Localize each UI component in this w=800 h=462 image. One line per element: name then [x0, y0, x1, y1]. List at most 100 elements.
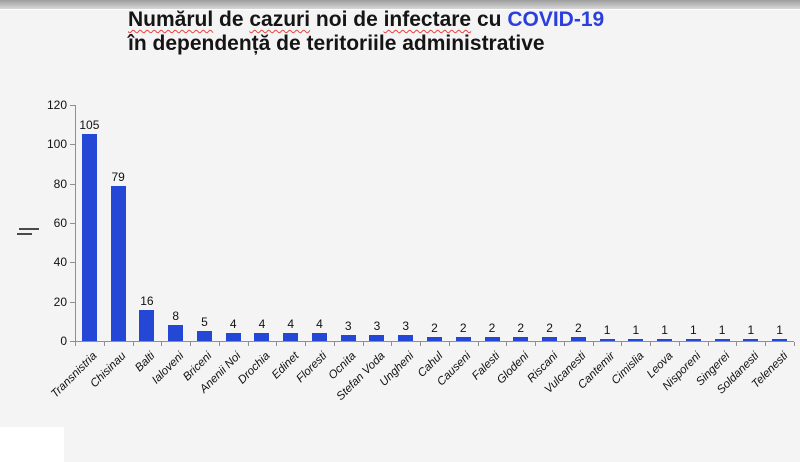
- bar-value-label: 4: [316, 317, 323, 331]
- bar-value-label: 1: [776, 323, 783, 337]
- bar-value-label: 1: [632, 323, 640, 337]
- bar: [254, 333, 270, 341]
- x-axis-tick: [362, 342, 364, 346]
- y-axis-tick: [70, 105, 75, 106]
- x-axis-tick: [707, 342, 709, 346]
- bar-value-label: 2: [546, 321, 553, 335]
- bar: [772, 339, 788, 341]
- x-axis-line: [75, 341, 794, 342]
- bar-value-label: 16: [140, 294, 154, 308]
- y-axis-tick: [70, 144, 75, 146]
- bar: [369, 335, 385, 341]
- x-axis-tick: [621, 342, 623, 346]
- y-axis-tick-label: 100: [46, 137, 67, 152]
- x-axis-tick: [477, 342, 479, 346]
- bar-value-label: 2: [517, 321, 525, 335]
- x-axis-tick: [247, 342, 249, 346]
- x-axis-tick: [448, 342, 450, 346]
- bar-value-label: 2: [574, 321, 582, 335]
- bar-value-label: 1: [747, 323, 755, 337]
- bar: [714, 339, 730, 341]
- bar: [427, 337, 442, 341]
- bar-value-label: 1: [603, 323, 611, 337]
- chart-title: Numărul de cazuri noi de infectare cu CO…: [128, 8, 788, 56]
- title-accent-text: COVID-19: [507, 8, 605, 31]
- x-axis-tick: [391, 342, 393, 346]
- x-axis-tick: [592, 342, 594, 346]
- y-axis-tick-label: 0: [60, 334, 67, 348]
- bar-value-label: 3: [402, 319, 410, 333]
- x-axis-tick: [103, 342, 105, 346]
- title-text-part: cazuri: [249, 8, 311, 31]
- bar: [139, 310, 155, 341]
- bar: [455, 337, 471, 341]
- bar-value-label: 79: [111, 170, 125, 184]
- y-axis-tick: [70, 183, 75, 185]
- bar-value-label: 1: [689, 323, 697, 337]
- y-axis-label-mark-line: [19, 228, 39, 230]
- bar: [599, 339, 615, 341]
- y-axis-tick: [70, 262, 75, 264]
- bar: [311, 333, 327, 341]
- chart-title-line1: Numărul de cazuri noi de infectare cu CO…: [128, 8, 788, 32]
- bar-value-label: 105: [79, 118, 100, 132]
- y-axis-tick-label: 60: [53, 216, 67, 230]
- bar-value-label: 4: [258, 317, 266, 331]
- bar: [542, 337, 558, 341]
- bar: [685, 339, 701, 341]
- bar: [570, 337, 586, 341]
- x-axis-tick: [420, 342, 422, 346]
- bar-value-label: 1: [718, 323, 726, 337]
- bar-value-label: 3: [344, 319, 352, 333]
- bar: [196, 331, 212, 341]
- x-axis-tick: [765, 342, 767, 346]
- y-axis-tick: [70, 223, 75, 224]
- chart-title-line2: în dependență de teritoriile administrat…: [128, 32, 545, 55]
- bar-value-label: 2: [431, 321, 438, 335]
- x-axis-tick: [161, 342, 163, 346]
- bar-value-label: 1: [661, 323, 668, 337]
- bar: [657, 339, 673, 341]
- title-text-part: infectare: [383, 8, 472, 31]
- bar: [225, 333, 241, 341]
- bar-value-label: 4: [229, 317, 237, 331]
- bar: [168, 325, 184, 341]
- title-text-part: Numărul: [128, 8, 214, 31]
- bar: [81, 134, 97, 341]
- bar-value-label: 3: [373, 319, 381, 333]
- x-axis-tick: [75, 342, 76, 346]
- bar: [513, 337, 529, 341]
- bar-value-label: 4: [287, 317, 295, 331]
- title-text-part: de: [213, 8, 250, 31]
- title-text-part: noi de: [310, 8, 384, 31]
- x-axis-tick: [132, 342, 134, 346]
- x-axis-tick: [678, 342, 680, 346]
- x-axis-tick: [218, 342, 220, 346]
- bar: [484, 337, 500, 341]
- x-axis-tick: [333, 342, 335, 346]
- y-axis-tick-label: 120: [46, 98, 67, 112]
- x-axis-tick: [305, 342, 307, 346]
- bottom-left-white-patch: [0, 427, 64, 462]
- x-axis-tick: [190, 342, 192, 346]
- y-axis-label-mark-line: [17, 233, 32, 235]
- bar-value-label: 2: [459, 321, 467, 335]
- y-axis-tick-label: 80: [53, 176, 67, 191]
- window-chrome-strip: [0, 0, 800, 10]
- x-axis-tick: [650, 342, 652, 346]
- bar-value-label: 8: [172, 309, 179, 323]
- x-axis-tick: [276, 342, 278, 346]
- x-axis-tick: [506, 342, 508, 346]
- bar-value-label: 5: [201, 315, 208, 329]
- y-axis-label-mark: [17, 228, 39, 238]
- bar-value-label: 2: [488, 321, 496, 335]
- y-axis-tick-label: 40: [53, 255, 67, 270]
- x-axis-tick: [736, 342, 738, 346]
- bar: [110, 186, 126, 341]
- title-text-part: cu: [471, 8, 508, 31]
- bar: [340, 335, 356, 341]
- bar: [283, 333, 299, 341]
- y-axis-tick: [70, 341, 75, 342]
- bar: [628, 339, 644, 341]
